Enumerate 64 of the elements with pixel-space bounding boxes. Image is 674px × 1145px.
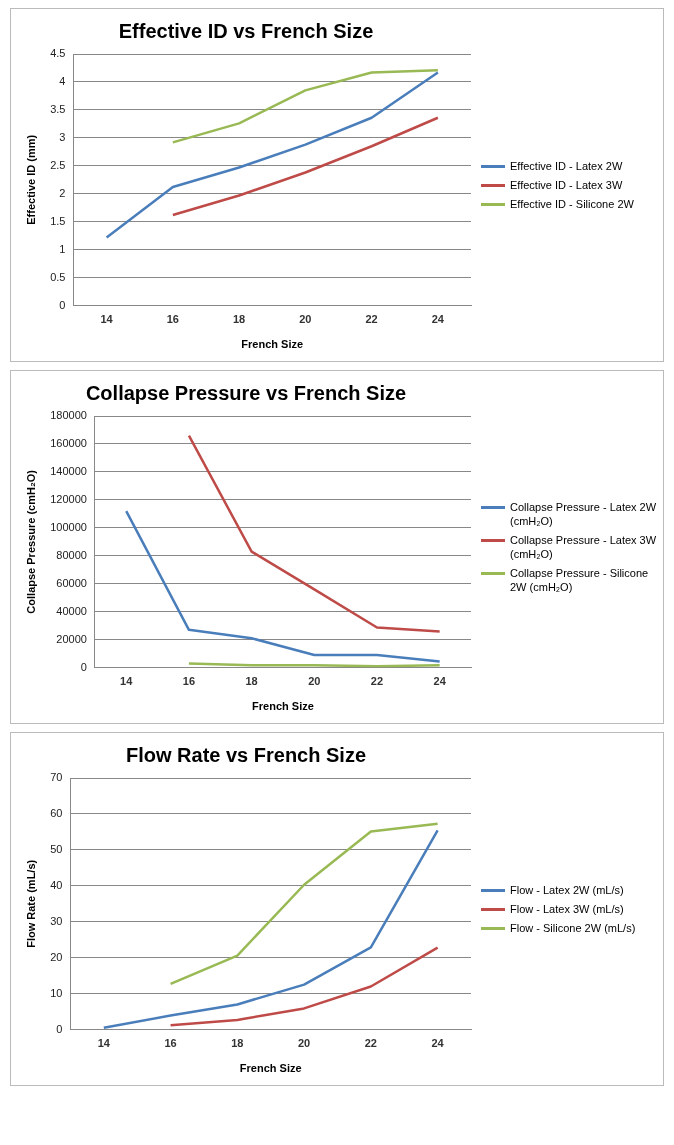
y-tick-label: 60: [50, 806, 63, 819]
y-axis-title: Collapse Pressure (cmH₂O): [24, 469, 37, 614]
y-tick-label: 0: [59, 298, 66, 311]
x-tick-label: 20: [308, 675, 321, 688]
x-tick-label: 14: [97, 1037, 111, 1050]
x-tick-label: 18: [231, 1037, 244, 1050]
legend-label: Flow - Latex 3W (mL/s): [510, 902, 625, 916]
x-tick-label: 20: [299, 313, 312, 326]
y-axis-title: Flow Rate (mL/s): [24, 859, 37, 948]
y-tick-label: 1: [59, 242, 66, 255]
x-tick-label: 22: [365, 313, 378, 326]
y-tick-label: 80000: [56, 548, 87, 561]
y-tick-label: 10: [50, 986, 63, 999]
x-tick-label: 22: [364, 1037, 377, 1050]
chart-title: Flow Rate vs French Size: [125, 743, 367, 766]
y-tick-label: 40: [50, 878, 63, 891]
y-tick-label: 30: [50, 914, 63, 927]
y-tick-label: 180000: [50, 409, 87, 422]
x-axis-title: French Size: [239, 1062, 302, 1075]
y-tick-label: 40000: [56, 604, 87, 617]
y-tick-label: 50: [50, 842, 63, 855]
x-axis-title: French Size: [241, 338, 304, 351]
y-tick-label: 2.5: [50, 158, 66, 171]
chart-title: Collapse Pressure vs French Size: [85, 381, 407, 404]
x-tick-label: 24: [431, 1037, 445, 1050]
y-tick-label: 3: [59, 130, 66, 143]
y-tick-label: 70: [50, 771, 63, 784]
y-tick-label: 4: [59, 74, 66, 87]
y-axis-title: Effective ID (mm): [24, 134, 37, 225]
y-tick-label: 160000: [50, 436, 87, 449]
legend-label: Collapse Pressure - Latex 2W (cmH₂O): [510, 500, 658, 528]
x-tick-label: 24: [433, 675, 447, 688]
x-tick-label: 14: [120, 675, 134, 688]
y-tick-label: 3.5: [50, 102, 66, 115]
y-tick-label: 120000: [50, 492, 87, 505]
y-tick-label: 20000: [56, 632, 87, 645]
legend-label: Collapse Pressure - Latex 3W (cmH₂O): [510, 533, 658, 561]
x-tick-label: 24: [431, 313, 445, 326]
legend-label: Flow - Latex 2W (mL/s): [510, 883, 625, 897]
legend-label: Flow - Silicone 2W (mL/s): [510, 921, 637, 935]
x-axis-title: French Size: [252, 700, 314, 713]
y-tick-label: 60000: [56, 576, 87, 589]
y-tick-label: 0: [80, 660, 87, 673]
y-tick-label: 0.5: [50, 270, 66, 283]
legend-label: Effective ID - Latex 2W: [510, 159, 624, 173]
legend-label: Collapse Pressure - Silicone 2W (cmH₂O): [510, 566, 650, 594]
y-tick-label: 2: [59, 186, 66, 199]
chart-title: Effective ID vs French Size: [118, 19, 374, 42]
x-tick-label: 20: [297, 1037, 311, 1050]
y-tick-label: 1.5: [50, 214, 66, 227]
y-tick-label: 0: [56, 1022, 63, 1035]
x-tick-label: 16: [182, 675, 196, 688]
legend-label: Effective ID - Silicone 2W: [510, 197, 635, 211]
x-tick-label: 18: [245, 675, 258, 688]
legend-label: Effective ID - Latex 3W: [510, 178, 624, 192]
x-tick-label: 16: [166, 313, 179, 326]
y-tick-label: 4.5: [50, 47, 66, 60]
y-tick-label: 100000: [50, 520, 87, 533]
x-tick-label: 14: [100, 313, 114, 326]
x-tick-label: 22: [370, 675, 384, 688]
x-tick-label: 16: [164, 1037, 177, 1050]
y-tick-label: 140000: [50, 464, 87, 477]
y-tick-label: 20: [50, 950, 63, 963]
x-tick-label: 18: [233, 313, 246, 326]
